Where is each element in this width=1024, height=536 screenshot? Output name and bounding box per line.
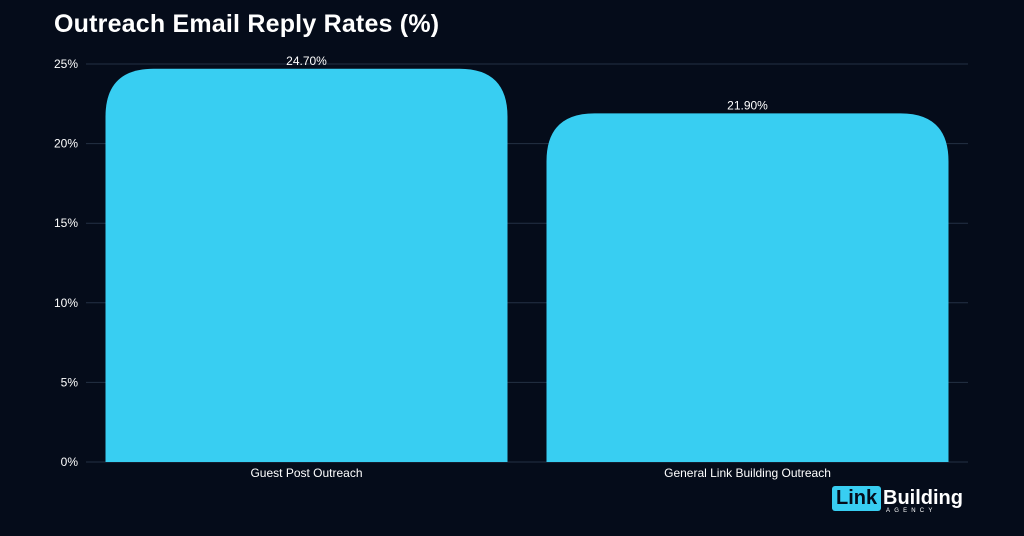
y-tick-label: 5% <box>61 375 79 389</box>
y-tick-label: 0% <box>61 455 79 469</box>
y-tick-label: 10% <box>54 296 78 310</box>
x-tick-label: General Link Building Outreach <box>664 466 831 480</box>
x-tick-label: Guest Post Outreach <box>250 466 362 480</box>
logo-highlight: Link <box>832 486 882 511</box>
logo-subtitle: AGENCY <box>886 508 937 514</box>
logo-word: Building <box>883 487 963 509</box>
bar-value-label: 21.90% <box>727 98 768 112</box>
y-tick-label: 15% <box>54 216 78 230</box>
y-tick-label: 25% <box>54 57 78 71</box>
bar <box>546 113 949 463</box>
y-tick-label: 20% <box>54 137 78 151</box>
bar <box>105 68 508 462</box>
brand-logo: Link Building AGENCY <box>832 486 982 526</box>
chart-title: Outreach Email Reply Rates (%) <box>54 10 440 38</box>
bar-value-label: 24.70% <box>286 54 327 68</box>
